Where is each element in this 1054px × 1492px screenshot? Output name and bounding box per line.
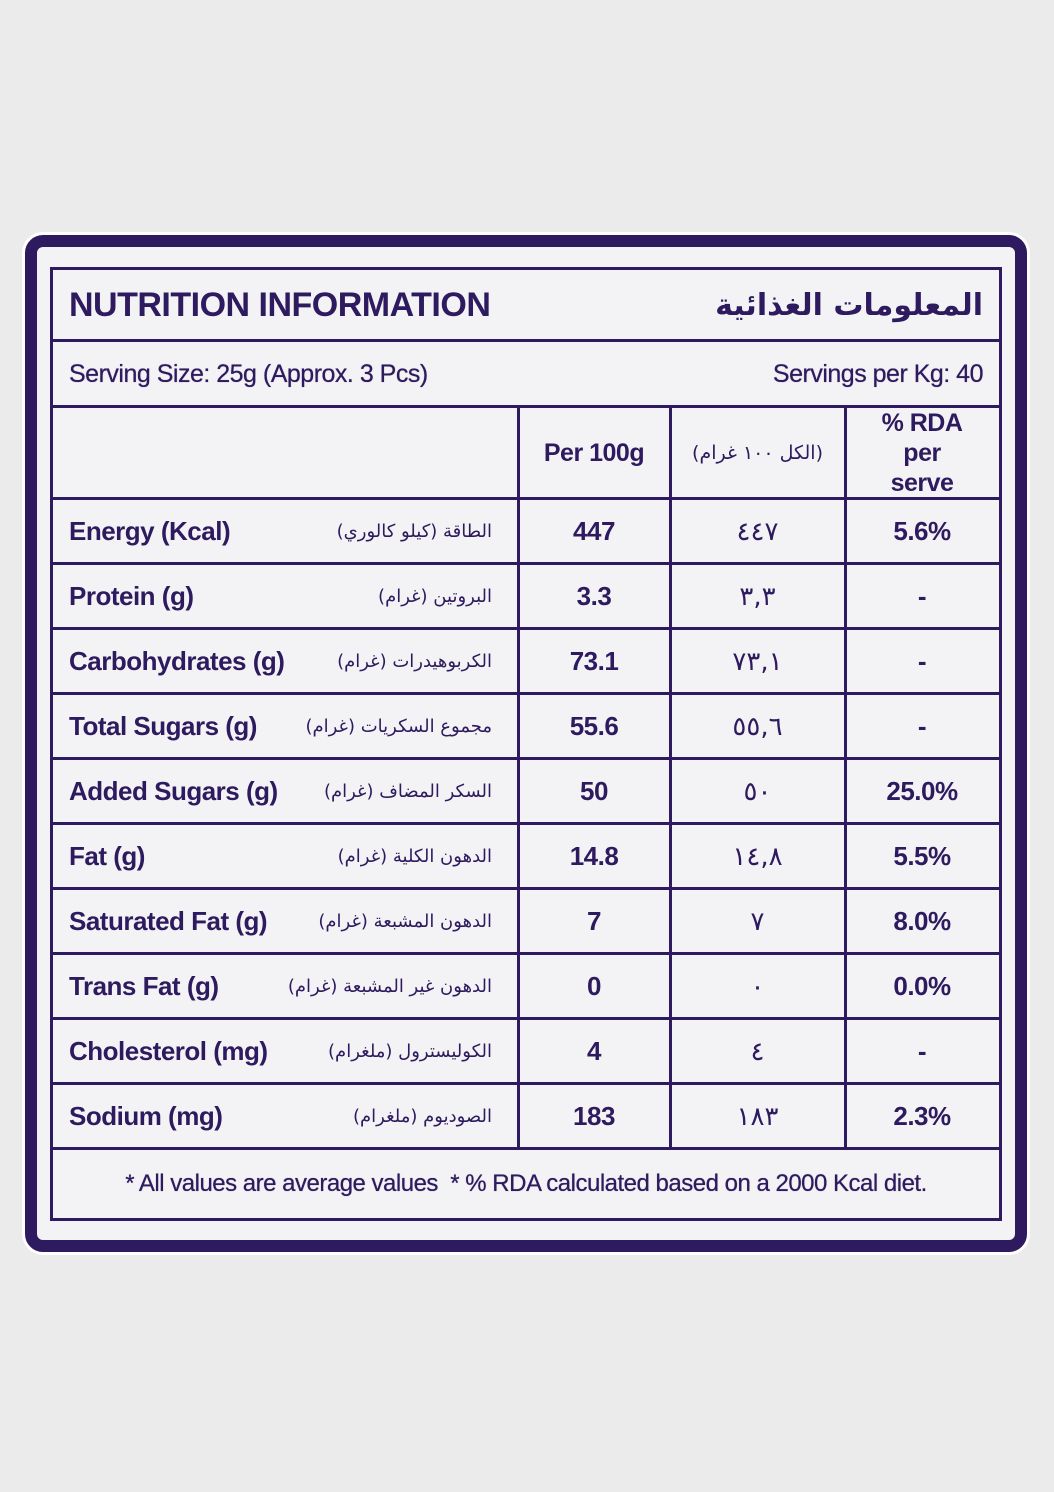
rule [53,562,999,565]
rda: 5.5% [893,841,951,871]
per-100g: 7 [587,906,601,936]
column-header: Per 100g [543,439,645,467]
per-100g-ar: ١٨٣ [736,1101,779,1132]
column-header: % RDA per serve [881,409,963,497]
rule [517,405,520,1149]
rule [53,1017,999,1020]
nutrient-label-ar: الكوليسترول (ملغرام) [328,1041,492,1062]
per-100g: 55.6 [569,711,619,741]
rda: 0.0% [893,971,951,1001]
rule [53,757,999,760]
rule [53,1082,999,1085]
rule [53,339,999,342]
nutrient-label-ar: السكر المضاف (غرام) [323,781,493,802]
nutrient-label: Carbohydrates (g) [69,646,285,676]
rda: 5.6% [893,516,951,546]
rda: 25.0% [886,776,958,806]
column-header: (الكل ١٠٠ غرام) [692,441,823,464]
rule [53,405,999,408]
nutrient-label-ar: الكربوهيدرات (غرام) [337,651,492,672]
per-100g-ar: ٠ [750,971,765,1002]
nutrient-label-ar: الطاقة (كيلو كالوري) [336,521,493,542]
nutrient-label-ar: الصوديوم (ملغرام) [353,1106,493,1127]
per-100g: 183 [573,1101,615,1131]
title: NUTRITION INFORMATION [69,286,491,324]
nutrient-label-ar: الدهون المشبعة (غرام) [318,911,492,932]
per-100g-ar: ٥٠ [743,776,772,807]
per-100g: 3.3 [576,581,612,611]
nutrient-label-ar: الدهون غير المشبعة (غرام) [287,976,493,997]
per-100g-ar: ٤٤٧ [736,516,779,547]
rule [53,497,999,500]
per-100g-ar: ٥٥,٦ [732,711,783,742]
per-100g: 4 [587,1036,601,1066]
rda: - [917,1036,927,1066]
nutrition-table: NUTRITION INFORMATION المعلومات الغذائية S… [50,267,1002,1221]
rule [53,952,999,955]
nutrient-label: Saturated Fat (g) [69,906,268,936]
rda: - [917,711,927,741]
rule [53,887,999,890]
per-100g: 14.8 [569,841,619,871]
rule [669,405,672,1149]
per-100g-ar: ٤ [750,1036,765,1067]
rule [844,405,847,1149]
per-100g: 447 [573,516,615,546]
per-100g-ar: ٧٣,١ [732,646,783,677]
per-100g: 73.1 [569,646,619,676]
nutrient-label-ar: الدهون الكلية (غرام) [337,846,493,867]
nutrient-label: Energy (Kcal) [69,516,231,546]
rule [53,822,999,825]
nutrient-label: Total Sugars (g) [69,711,257,741]
nutrient-label: Cholesterol (mg) [69,1036,268,1066]
title-ar: المعلومات الغذائية [715,288,983,323]
rda: - [917,581,927,611]
per-100g: 0 [587,971,601,1001]
nutrient-label-ar: البروتين (غرام) [378,586,492,607]
nutrient-label: Trans Fat (g) [69,971,219,1001]
per-100g-ar: ١٤,٨ [732,841,783,872]
rule [53,1147,999,1150]
per-100g-ar: ٣,٣ [739,581,776,612]
nutrient-label: Protein (g) [69,581,194,611]
rda: 8.0% [893,906,951,936]
nutrient-label: Sodium (mg) [69,1101,223,1131]
per-100g-ar: ٧ [750,906,765,937]
serving-size: Serving Size: 25g (Approx. 3 Pcs) [69,359,428,388]
nutrient-label-ar: مجموع السكريات (غرام) [305,716,492,737]
nutrient-label: Fat (g) [69,841,145,871]
rda: 2.3% [893,1101,951,1131]
footnote: * All values are average values * % RDA … [125,1169,927,1197]
rule [53,627,999,630]
servings-per-kg: Servings per Kg: 40 [772,359,984,388]
nutrient-label: Added Sugars (g) [69,776,278,806]
rule [53,692,999,695]
per-100g: 50 [580,776,608,806]
rda: - [917,646,927,676]
